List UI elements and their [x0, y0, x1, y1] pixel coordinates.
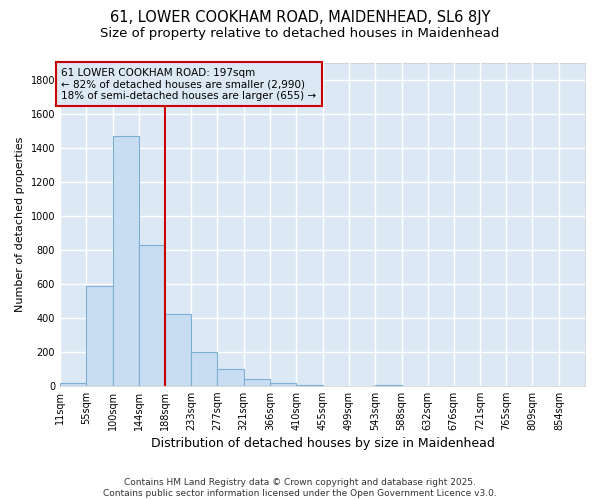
- Bar: [244, 379, 270, 386]
- Text: 61 LOWER COOKHAM ROAD: 197sqm
← 82% of detached houses are smaller (2,990)
18% o: 61 LOWER COOKHAM ROAD: 197sqm ← 82% of d…: [61, 68, 316, 101]
- Text: Size of property relative to detached houses in Maidenhead: Size of property relative to detached ho…: [100, 28, 500, 40]
- Text: Contains HM Land Registry data © Crown copyright and database right 2025.
Contai: Contains HM Land Registry data © Crown c…: [103, 478, 497, 498]
- Bar: [375, 385, 401, 386]
- Bar: [217, 368, 244, 386]
- Bar: [113, 136, 139, 386]
- Bar: [60, 383, 86, 386]
- Bar: [139, 244, 165, 386]
- Bar: [270, 383, 296, 386]
- Bar: [165, 314, 191, 386]
- X-axis label: Distribution of detached houses by size in Maidenhead: Distribution of detached houses by size …: [151, 437, 494, 450]
- Bar: [191, 352, 217, 386]
- Bar: [86, 286, 113, 386]
- Text: 61, LOWER COOKHAM ROAD, MAIDENHEAD, SL6 8JY: 61, LOWER COOKHAM ROAD, MAIDENHEAD, SL6 …: [110, 10, 490, 25]
- Bar: [296, 385, 323, 386]
- Y-axis label: Number of detached properties: Number of detached properties: [15, 136, 25, 312]
